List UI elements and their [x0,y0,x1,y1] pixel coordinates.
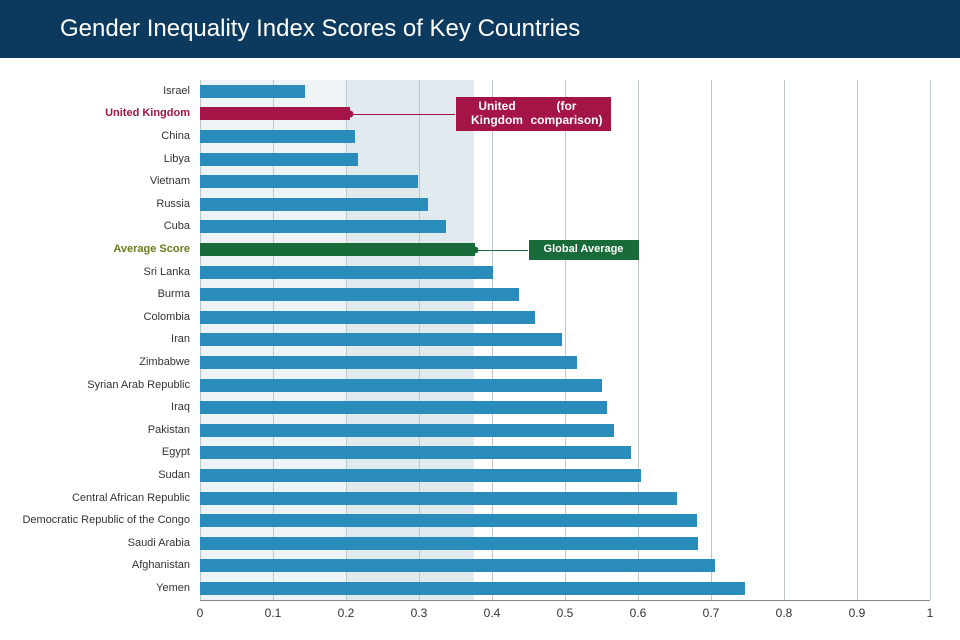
bar [200,175,418,188]
x-tick-label: 0.5 [557,606,574,620]
bar [200,107,350,120]
bar-label: Vietnam [0,175,190,187]
bar [200,469,641,482]
bar [200,424,614,437]
bar-label: Saudi Arabia [0,537,190,549]
callout-dot [472,246,479,253]
bar [200,266,493,279]
bar [200,130,355,143]
bar-label: Burma [0,288,190,300]
x-tick-label: 0.7 [703,606,720,620]
x-tick-label: 1 [927,606,934,620]
bar-label: Sudan [0,469,190,481]
bar [200,514,697,527]
bar [200,333,562,346]
callout-connector [350,114,456,115]
x-axis-line [200,600,930,601]
callout-box: United Kingdom(for comparison) [456,97,611,131]
bar-label: Sri Lanka [0,266,190,278]
bar-label: Russia [0,198,190,210]
bar [200,401,607,414]
x-gridline [784,80,785,600]
bar-label: Egypt [0,446,190,458]
bar-label: Iraq [0,401,190,413]
bar-label: Democratic Republic of the Congo [0,514,190,526]
bar-label: Average Score [0,243,190,255]
bar-label: Israel [0,85,190,97]
bar-label: Pakistan [0,424,190,436]
x-tick-label: 0.9 [849,606,866,620]
x-gridline [930,80,931,600]
bar-label: Colombia [0,311,190,323]
bar [200,379,602,392]
bar-label: China [0,130,190,142]
x-tick-label: 0.8 [776,606,793,620]
bar-label: Yemen [0,582,190,594]
callout-dot [346,110,353,117]
x-tick-label: 0.4 [484,606,501,620]
bar [200,243,475,256]
bar [200,537,698,550]
bar-label: Syrian Arab Republic [0,379,190,391]
bar [200,356,577,369]
bar [200,220,446,233]
bar-label: Libya [0,153,190,165]
bar [200,446,631,459]
bar [200,311,535,324]
bar [200,559,715,572]
bar-label: Central African Republic [0,492,190,504]
x-tick-label: 0.1 [265,606,282,620]
x-tick-label: 0.2 [338,606,355,620]
bar [200,198,428,211]
bar [200,582,745,595]
x-gridline [711,80,712,600]
x-tick-label: 0.6 [630,606,647,620]
bar [200,85,305,98]
gii-horizontal-bar-chart: 0 0.1 0.2 0.3 0.4 0.5 0.6 0.7 0.8 0.9 1 Israel Unite… [0,0,960,640]
callout-connector [475,250,528,251]
x-tick-label: 0 [197,606,204,620]
bar [200,492,677,505]
callout-box: Global Average [529,240,639,260]
bar [200,288,519,301]
bar-label: Iran [0,333,190,345]
bar [200,153,358,166]
bar-label: Zimbabwe [0,356,190,368]
bar-label: Afghanistan [0,559,190,571]
bar-label: Cuba [0,220,190,232]
x-gridline [857,80,858,600]
x-tick-label: 0.3 [411,606,428,620]
bar-label: United Kingdom [0,107,190,119]
